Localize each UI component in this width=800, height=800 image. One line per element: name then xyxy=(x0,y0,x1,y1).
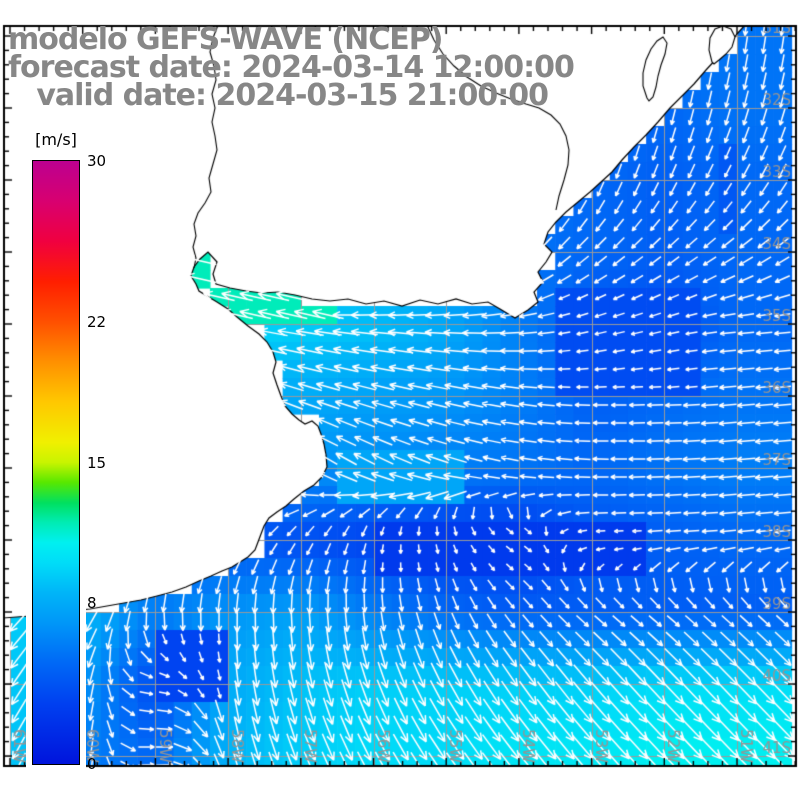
colorbar-gradient xyxy=(32,160,80,765)
colorbar-tick-label: 15 xyxy=(87,453,107,472)
colorbar-tick-label: 22 xyxy=(87,312,107,331)
colorbar: [m/s] xyxy=(26,126,86,772)
colorbar-tick-label: 0 xyxy=(87,755,97,773)
colorbar-tick-label: 8 xyxy=(87,594,97,613)
colorbar-tick-label: 30 xyxy=(87,152,107,170)
colorbar-unit-label: [m/s] xyxy=(35,130,77,149)
